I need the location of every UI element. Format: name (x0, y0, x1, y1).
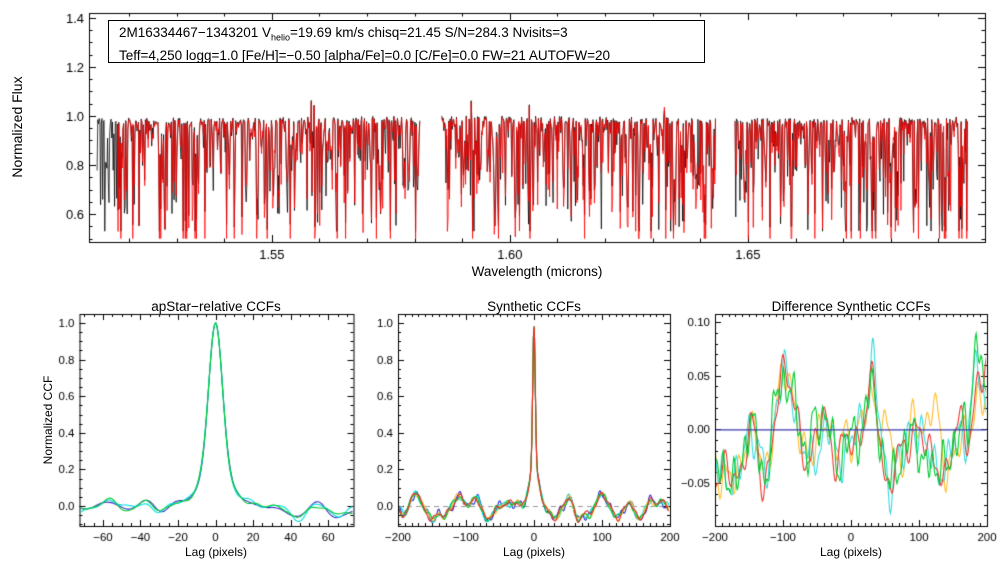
vhelio-subscript: helio (271, 32, 291, 43)
annotation-line2: Teff=4,250 logg=1.0 [Fe/H]=−0.50 [alpha/… (119, 47, 611, 63)
ccf-axis-label: Normalized CCF (41, 375, 55, 465)
wavelength-axis-label: Wavelength (microns) (471, 264, 603, 279)
synthetic-ccf-title: Synthetic CCFs (487, 299, 581, 314)
annotation-line1: 2M16334467−1343201 Vhelio=19.69 km/s chi… (119, 24, 694, 47)
difference-ccf-title: Difference Synthetic CCFs (771, 299, 931, 314)
lag-axis-label-2: Lag (pixels) (502, 545, 566, 559)
annotation-line1-cont: =19.69 km/s chisq=21.45 S/N=284.3 Nvisit… (290, 25, 568, 40)
annotation-line1-text: 2M16334467−1343201 V (119, 25, 272, 40)
flux-axis-label: Normalized Flux (9, 76, 25, 178)
apstar-ccf-title: apStar−relative CCFs (151, 299, 281, 314)
annotation-box: 2M16334467−1343201 Vhelio=19.69 km/s chi… (108, 20, 705, 63)
lag-axis-label-3: Lag (pixels) (819, 545, 883, 559)
lag-axis-label-1: Lag (pixels) (184, 545, 248, 559)
